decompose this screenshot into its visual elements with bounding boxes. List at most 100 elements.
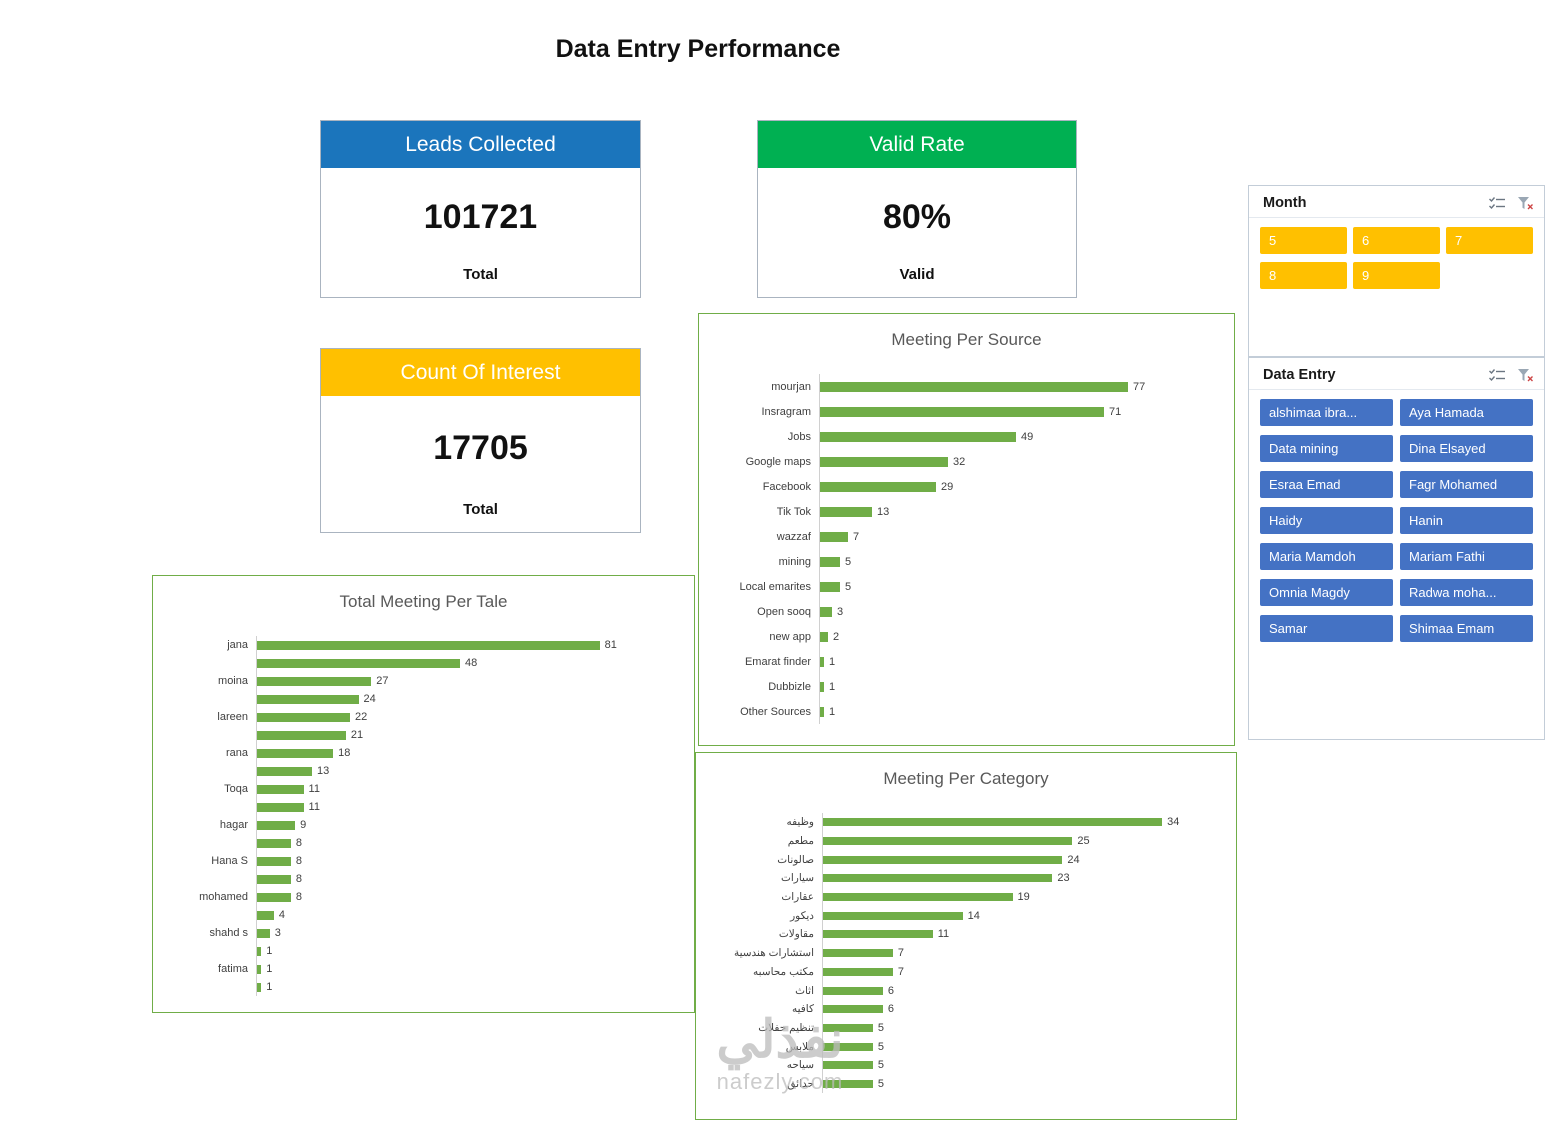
bar-category-label: Google maps xyxy=(745,455,811,468)
bar-row: وظيفه 34 xyxy=(704,813,1222,832)
bar xyxy=(257,982,262,992)
bar-track: 2 xyxy=(819,624,1220,649)
bar-track: 5 xyxy=(819,574,1220,599)
bar-value-label: 77 xyxy=(1133,380,1146,393)
bar-track: 1 xyxy=(256,942,680,960)
clear-filter-icon[interactable] xyxy=(1517,196,1534,211)
bar-track: 81 xyxy=(256,636,680,654)
bar-value-label: 18 xyxy=(338,747,351,759)
bar-value-label: 2 xyxy=(833,630,840,643)
bar-value-label: 24 xyxy=(1067,853,1080,866)
bar xyxy=(820,656,824,667)
bar-value-label: 8 xyxy=(295,855,302,867)
bar xyxy=(257,838,291,848)
card-leads-collected: Leads Collected 101721 Total xyxy=(320,120,641,298)
bar-track: 6 xyxy=(822,999,1222,1019)
bar-row: 13 xyxy=(161,762,680,780)
multi-select-icon[interactable] xyxy=(1488,196,1507,211)
bar-value-label: 6 xyxy=(887,1003,894,1016)
chart-title: Total Meeting Per Tale xyxy=(339,592,508,611)
data-entry-slicer-button[interactable]: Aya Hamada xyxy=(1400,399,1533,426)
bar xyxy=(820,581,840,592)
bar-category-label: Insragram xyxy=(761,405,811,418)
bar-category-label: Open sooq xyxy=(757,605,811,618)
bar xyxy=(257,748,334,758)
bar-category-label: mohamed xyxy=(199,891,248,903)
month-slicer-button[interactable]: 5 xyxy=(1260,227,1347,254)
data-entry-slicer-button[interactable]: Omnia Magdy xyxy=(1260,579,1393,606)
bar-value-label: 8 xyxy=(295,891,302,903)
bar-row: fatima 1 xyxy=(161,960,680,978)
chart-title: Meeting Per Source xyxy=(891,330,1042,349)
bar-row: Local emarites 5 xyxy=(707,574,1220,599)
month-slicer-button[interactable]: 8 xyxy=(1260,262,1347,289)
bar-row: 8 xyxy=(161,834,680,852)
multi-select-icon[interactable] xyxy=(1488,368,1507,383)
data-entry-slicer-button[interactable]: Mariam Fathi xyxy=(1400,543,1533,570)
bar xyxy=(823,1079,873,1088)
card-valid-header: Valid Rate xyxy=(758,121,1076,168)
bar-row: Facebook 29 xyxy=(707,474,1220,499)
data-entry-slicer-button[interactable]: Hanin xyxy=(1400,507,1533,534)
data-entry-slicer-button[interactable]: Radwa moha... xyxy=(1400,579,1533,606)
bar xyxy=(820,431,1016,442)
bar-track: 5 xyxy=(822,1018,1222,1038)
bar-track: 3 xyxy=(256,924,680,942)
card-valid-value: 80% xyxy=(882,197,952,236)
month-slicer-button[interactable]: 7 xyxy=(1446,227,1533,254)
card-leads-body: 101721 Total xyxy=(321,168,640,297)
bar-category-label: ملابس xyxy=(785,1040,814,1053)
data-entry-slicer-button[interactable]: Fagr Mohamed xyxy=(1400,471,1533,498)
bar-row: Toqa 11 xyxy=(161,780,680,798)
bar-track: 27 xyxy=(256,672,680,690)
data-entry-slicer-button[interactable]: Samar xyxy=(1260,615,1393,642)
data-entry-slicer-button[interactable]: alshimaa ibra... xyxy=(1260,399,1393,426)
clear-filter-icon[interactable] xyxy=(1517,368,1534,383)
card-leads-footer: Total xyxy=(463,266,498,283)
bar-row: 11 xyxy=(161,798,680,816)
data-entry-slicer-button[interactable]: Dina Elsayed xyxy=(1400,435,1533,462)
bar-track: 24 xyxy=(256,690,680,708)
bar-track: 8 xyxy=(256,888,680,906)
bar-category-label: fatima xyxy=(218,963,248,975)
bar-value-label: 48 xyxy=(465,657,478,669)
bar-row: Jobs 49 xyxy=(707,424,1220,449)
data-entry-slicer-button[interactable]: Haidy xyxy=(1260,507,1393,534)
bar-category-label: new app xyxy=(769,630,811,643)
bar-value-label: 3 xyxy=(837,605,844,618)
bar xyxy=(257,694,359,704)
month-slicer-button[interactable]: 6 xyxy=(1353,227,1440,254)
bar-row: lareen 22 xyxy=(161,708,680,726)
bar-value-label: 11 xyxy=(937,928,950,941)
bar xyxy=(823,1023,873,1032)
bar xyxy=(820,531,848,542)
bar-value-label: 25 xyxy=(1077,835,1090,848)
bar-row: عقارات 19 xyxy=(704,887,1222,907)
bar-track: 13 xyxy=(819,499,1220,524)
bar-value-label: 34 xyxy=(1167,816,1180,829)
data-entry-slicer-button[interactable]: Maria Mamdoh xyxy=(1260,543,1393,570)
data-entry-slicer-button[interactable]: Shimaa Emam xyxy=(1400,615,1533,642)
bar xyxy=(257,676,372,686)
bar-value-label: 8 xyxy=(295,837,302,849)
bar-track: 21 xyxy=(256,726,680,744)
bar-value-label: 1 xyxy=(829,705,836,718)
bar-track: 7 xyxy=(822,943,1222,963)
bar-value-label: 11 xyxy=(308,801,320,813)
month-slicer-button[interactable]: 9 xyxy=(1353,262,1440,289)
bar-category-label: مطعم xyxy=(787,835,814,848)
bar-value-label: 19 xyxy=(1017,891,1030,904)
bar-value-label: 29 xyxy=(941,480,954,493)
bar-row: new app 2 xyxy=(707,624,1220,649)
bar-value-label: 7 xyxy=(853,530,860,543)
chart-meeting-per-category: Meeting Per Category وظيفه 34 مطعم 25 صالونا… xyxy=(695,752,1237,1120)
bar-category-label: استشارات هندسية xyxy=(733,947,814,960)
card-interest-body: 17705 Total xyxy=(321,396,640,532)
bar-row: 48 xyxy=(161,654,680,672)
bar-track: 8 xyxy=(256,834,680,852)
bar-row: اثاث 6 xyxy=(704,981,1222,1000)
bar-track: 77 xyxy=(819,374,1220,399)
data-entry-slicer-button[interactable]: Esraa Emad xyxy=(1260,471,1393,498)
data-entry-slicer-button[interactable]: Data mining xyxy=(1260,435,1393,462)
